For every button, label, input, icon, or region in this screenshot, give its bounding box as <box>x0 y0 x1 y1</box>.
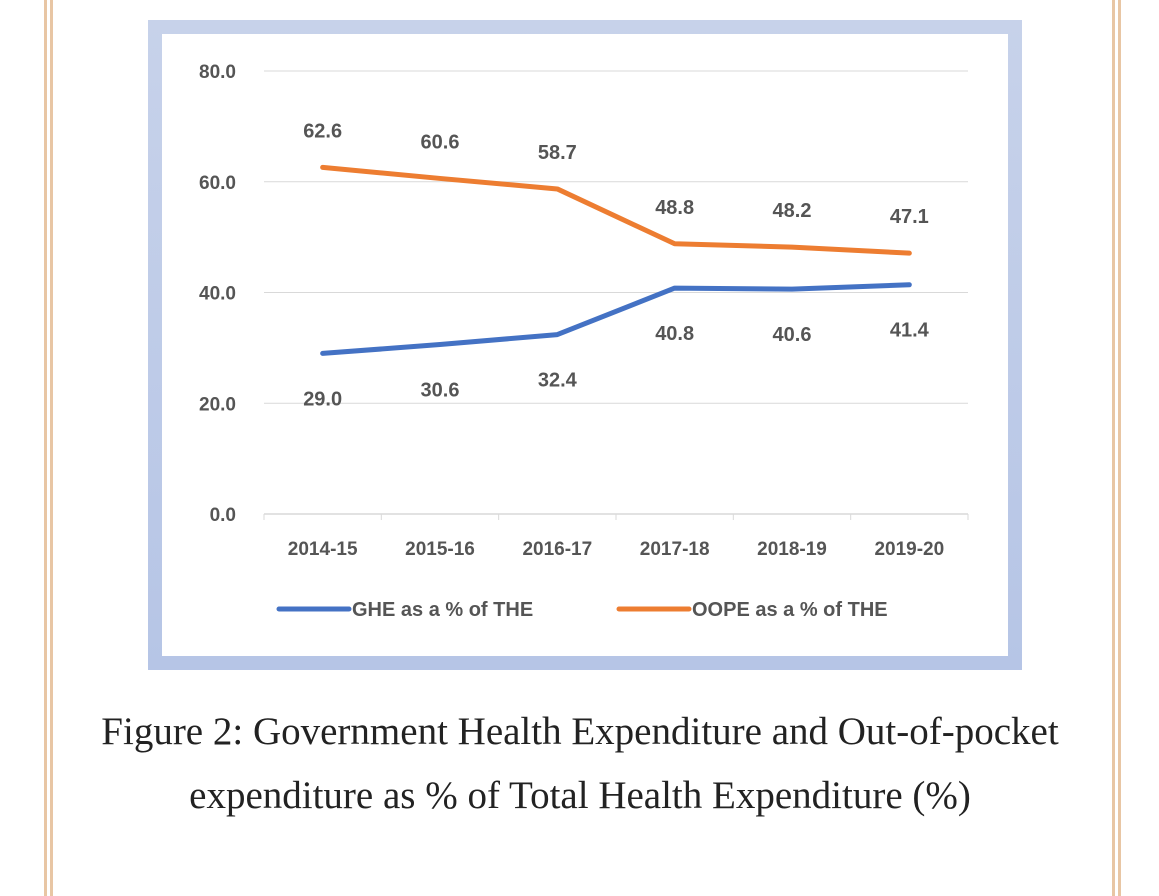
data-label: 29.0 <box>303 388 342 410</box>
y-tick-label: 80.0 <box>199 62 236 83</box>
data-label: 40.8 <box>655 323 694 345</box>
y-tick-label: 0.0 <box>210 505 236 526</box>
x-tick-label: 2014-15 <box>288 539 358 560</box>
figure-caption: Figure 2: Government Health Expenditure … <box>101 710 1059 817</box>
legend-label-oope: OOPE as a % of THE <box>692 599 888 621</box>
x-tick-label: 2015-16 <box>405 539 475 560</box>
chart-panel: 0.0 20.0 40.0 60.0 80.0 2014-15 2015-16 2016-17… <box>162 34 1008 656</box>
right-page-border-inner <box>1118 0 1121 896</box>
x-tick-label: 2018-19 <box>757 539 827 560</box>
left-page-border-inner <box>50 0 53 896</box>
y-tick-label: 40.0 <box>199 284 236 305</box>
left-page-border <box>44 0 47 896</box>
series-line-oope <box>320 164 912 256</box>
chart-frame: 0.0 20.0 40.0 60.0 80.0 2014-15 2015-16 2016-17… <box>148 20 1022 670</box>
data-label: 62.6 <box>303 120 342 142</box>
y-tick-label: 60.0 <box>199 173 236 194</box>
series-line-ghe <box>320 282 912 356</box>
x-tick-label: 2017-18 <box>640 539 710 560</box>
line-chart: 0.0 20.0 40.0 60.0 80.0 2014-15 2015-16 2016-17… <box>199 62 969 621</box>
data-label: 40.6 <box>773 324 812 346</box>
data-label: 48.2 <box>773 200 812 222</box>
right-page-border <box>1112 0 1115 896</box>
data-label: 47.1 <box>890 206 929 228</box>
data-label: 32.4 <box>538 370 578 392</box>
data-label: 41.4 <box>890 320 930 342</box>
data-label: 60.6 <box>421 131 460 153</box>
x-tick-label: 2019-20 <box>874 539 944 560</box>
data-label: 30.6 <box>421 380 460 402</box>
x-tick-label: 2016-17 <box>522 539 592 560</box>
data-label: 58.7 <box>538 142 577 164</box>
y-tick-label: 20.0 <box>199 394 236 415</box>
legend-label-ghe: GHE as a % of THE <box>352 599 533 621</box>
data-label: 48.8 <box>655 197 694 219</box>
